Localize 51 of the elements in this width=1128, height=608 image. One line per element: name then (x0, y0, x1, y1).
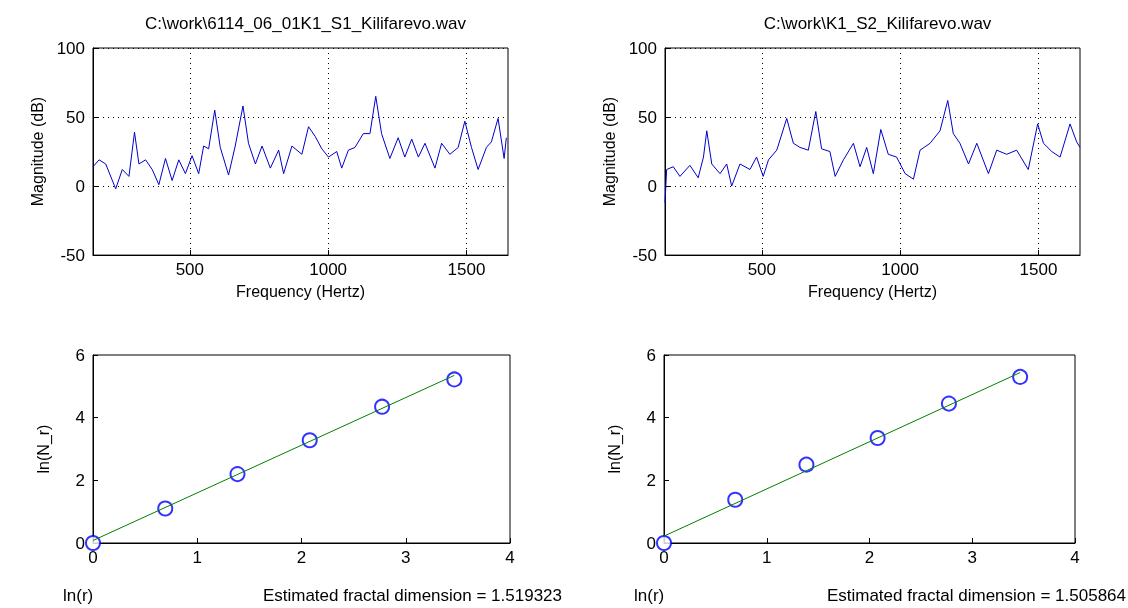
y-axis-title: ln(N_r) (34, 424, 53, 474)
y-tick-label: 0 (646, 533, 656, 553)
y-tick-label: 6 (646, 345, 656, 365)
y-tick-label: 0 (75, 176, 85, 196)
x-tick-label: 1000 (309, 260, 348, 280)
y-tick-label: 50 (638, 107, 657, 127)
x-axis-title: ln(r) (63, 586, 94, 605)
text: Estimated fractal dimension = 1.505864 (826, 586, 1126, 605)
y-tick-label: 4 (75, 408, 85, 428)
x-tick-label: 4 (505, 548, 515, 567)
x-tick-label: 1500 (1019, 260, 1058, 280)
x-tick-label: 2 (864, 548, 875, 567)
x-axis-title: Frequency (Hertz) (808, 282, 937, 300)
line-series (92, 95, 507, 190)
x-tick-label: 1 (762, 548, 772, 567)
point (798, 456, 815, 473)
y-tick-label: -50 (60, 245, 85, 265)
y-tick-label: 0 (647, 176, 657, 196)
x-tick-label: 4 (1070, 548, 1080, 567)
x-tick-label: 3 (967, 548, 977, 567)
point (446, 371, 463, 388)
x-tick-label: 1 (192, 548, 202, 567)
y-tick-label: 2 (646, 470, 656, 490)
y-tick-label: 100 (56, 38, 85, 58)
x-tick-label: 0 (659, 548, 669, 567)
y-tick-label: 50 (66, 107, 85, 127)
point (85, 535, 101, 551)
line-series (664, 99, 1081, 204)
y-axis-title: ln(N_r) (605, 424, 624, 474)
x-tick-label: 3 (401, 548, 411, 567)
point (1012, 368, 1029, 385)
chart-title: C:\work\6114_06_01K1_S1_Kilifarevo.wav (145, 14, 467, 33)
y-axis-title: Magnitude (dB) (29, 96, 47, 207)
y-tick-label: 2 (75, 470, 85, 490)
x-tick-label: 2 (296, 548, 307, 567)
y-tick-label: 100 (628, 38, 657, 58)
x-tick-label: 1000 (881, 260, 920, 280)
x-tick-label: 500 (747, 260, 777, 280)
x-axis-title: Frequency (Hertz) (236, 282, 365, 300)
y-axis-title: Magnitude (dB) (601, 96, 619, 207)
x-axis-title: ln(r) (634, 586, 665, 605)
x-tick-label: 0 (88, 548, 98, 567)
y-tick-label: -50 (632, 245, 657, 265)
x-tick-label: 1500 (447, 260, 486, 280)
y-tick-label: 4 (646, 408, 656, 428)
text: Estimated fractal dimension = 1.519323 (262, 586, 562, 605)
point (656, 535, 672, 551)
y-tick-label: 0 (75, 533, 85, 553)
x-tick-label: 500 (175, 260, 205, 280)
y-tick-label: 6 (75, 345, 85, 365)
chart-title: C:\work\K1_S2_Kilifarevo.wav (763, 14, 992, 33)
